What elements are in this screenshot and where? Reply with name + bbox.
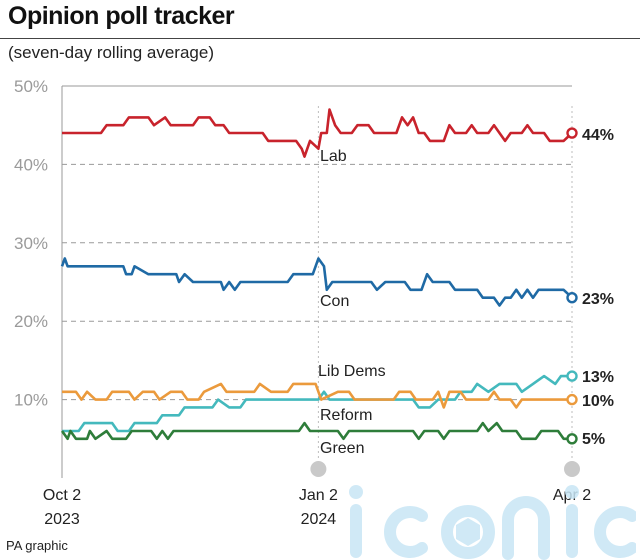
y-tick-label: 50% bbox=[14, 77, 48, 96]
series-line-lab bbox=[62, 108, 573, 158]
series-end-marker bbox=[566, 370, 578, 382]
series-end-label: 10% bbox=[582, 393, 614, 410]
y-tick-label: 20% bbox=[14, 312, 48, 331]
series-label: Lab bbox=[320, 148, 347, 165]
series-end-marker bbox=[566, 433, 578, 445]
x-tick-year-label: 2024 bbox=[301, 511, 337, 528]
series-end-label: 23% bbox=[582, 291, 614, 308]
x-tick-label: Oct 2 bbox=[43, 487, 81, 504]
series-line-lib-dems bbox=[62, 374, 572, 433]
credit-text: PA graphic bbox=[6, 538, 68, 553]
title-divider bbox=[0, 38, 640, 39]
series-line-green bbox=[60, 421, 572, 441]
series-label: Lib Dems bbox=[318, 363, 386, 380]
series-label: Green bbox=[320, 440, 364, 457]
series-end-marker bbox=[566, 127, 578, 139]
watermark-logo bbox=[349, 485, 636, 560]
series-end-marker bbox=[566, 291, 578, 304]
x-tick-marker bbox=[564, 461, 580, 477]
series-end-label: 44% bbox=[582, 127, 614, 144]
chart-title: Opinion poll tracker bbox=[8, 2, 235, 30]
x-tick-label: Jan 2 bbox=[299, 487, 338, 504]
series-end-marker bbox=[566, 393, 578, 406]
series-line-con bbox=[60, 257, 573, 307]
x-tick-year-label: 2023 bbox=[44, 511, 80, 528]
chart-subtitle: (seven-day rolling average) bbox=[8, 43, 214, 62]
y-tick-label: 10% bbox=[14, 391, 48, 410]
series-line-reform bbox=[62, 382, 572, 409]
y-tick-label: 30% bbox=[14, 234, 48, 253]
series-label: Con bbox=[320, 293, 349, 310]
y-tick-label: 40% bbox=[14, 155, 48, 174]
series-end-label: 5% bbox=[582, 431, 605, 448]
x-tick-marker bbox=[310, 461, 327, 477]
series-end-label: 13% bbox=[582, 369, 614, 386]
series-label: Reform bbox=[320, 407, 372, 424]
